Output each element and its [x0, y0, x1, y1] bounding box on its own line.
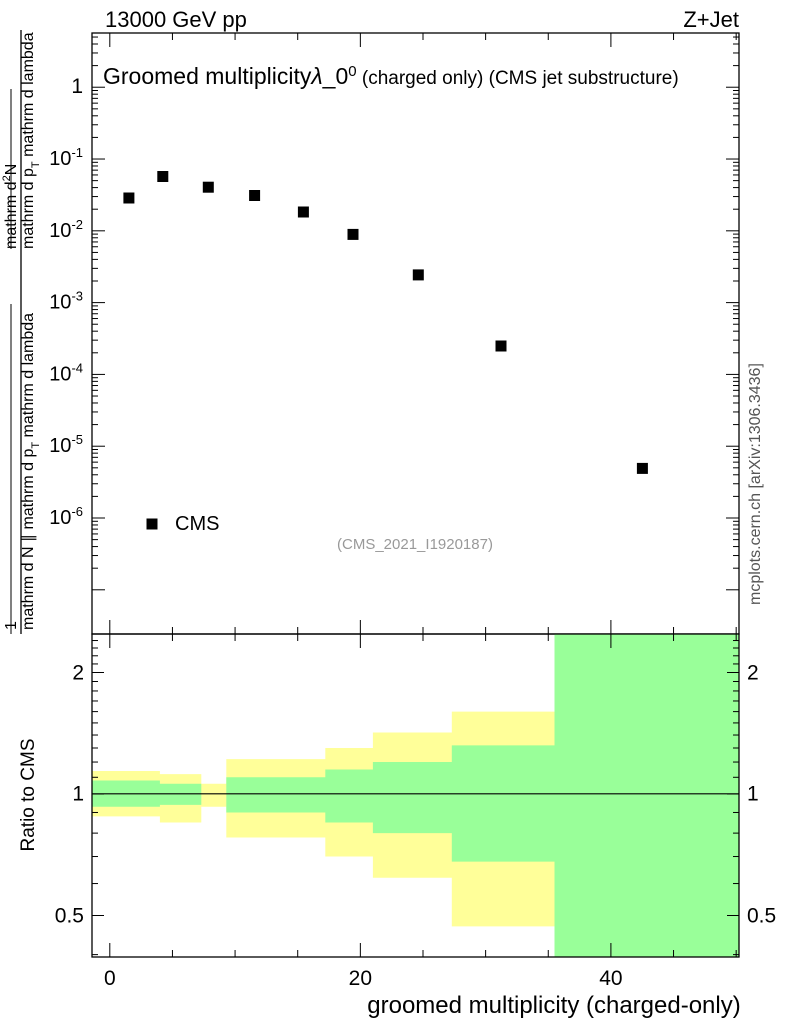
- svg-text:13000 GeV pp: 13000 GeV pp: [105, 7, 247, 32]
- svg-text:20: 20: [349, 967, 372, 990]
- svg-text:1: 1: [72, 783, 84, 806]
- svg-text:40: 40: [599, 967, 622, 990]
- svg-text:CMS: CMS: [175, 513, 219, 535]
- svg-text:Ratio to CMS: Ratio to CMS: [18, 739, 39, 852]
- svg-text:0.5: 0.5: [55, 905, 84, 928]
- svg-text:1: 1: [71, 75, 83, 98]
- svg-text:2: 2: [72, 662, 84, 685]
- svg-text:0.5: 0.5: [747, 905, 776, 928]
- svg-text:Z+Jet: Z+Jet: [683, 7, 739, 32]
- svg-text:mcplots.cern.ch [arXiv:1306.34: mcplots.cern.ch [arXiv:1306.3436]: [747, 363, 764, 605]
- svg-text:(CMS_2021_I1920187): (CMS_2021_I1920187): [337, 536, 493, 553]
- svg-text:groomed multiplicity (charged-: groomed multiplicity (charged-only): [367, 992, 740, 1019]
- svg-text:1: 1: [747, 783, 759, 806]
- svg-text:2: 2: [747, 662, 759, 685]
- svg-text:0: 0: [104, 967, 116, 990]
